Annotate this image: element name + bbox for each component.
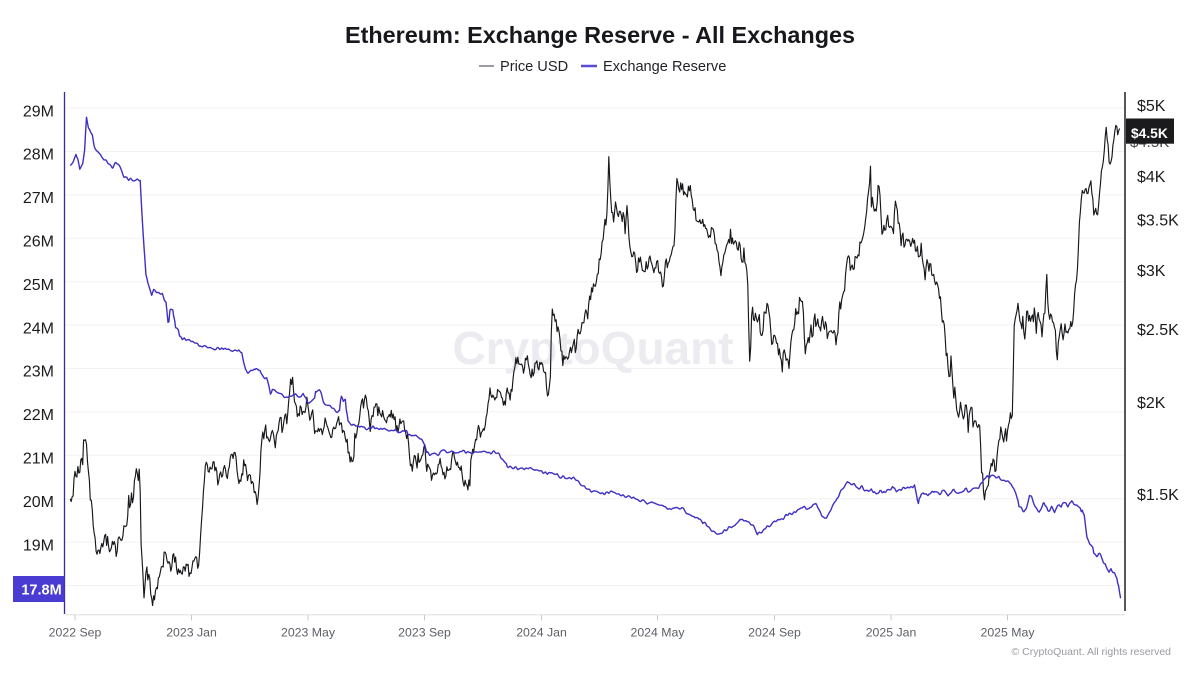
svg-text:27M: 27M [23, 190, 54, 207]
svg-text:2023 Jan: 2023 Jan [166, 626, 217, 640]
svg-text:2025 Jan: 2025 Jan [866, 626, 917, 640]
svg-text:© CryptoQuant. All rights rese: © CryptoQuant. All rights reserved [1012, 646, 1172, 658]
svg-text:24M: 24M [23, 320, 54, 337]
svg-text:Price USD: Price USD [500, 59, 568, 75]
svg-text:2024 Sep: 2024 Sep [748, 626, 801, 640]
svg-text:29M: 29M [23, 103, 54, 120]
svg-text:$3.5K: $3.5K [1137, 213, 1179, 230]
svg-text:$3K: $3K [1137, 263, 1166, 280]
svg-text:2023 May: 2023 May [281, 626, 336, 640]
svg-text:21M: 21M [23, 451, 54, 468]
svg-text:25M: 25M [23, 277, 54, 294]
svg-text:$2K: $2K [1137, 395, 1166, 412]
svg-text:2022 Sep: 2022 Sep [49, 626, 102, 640]
svg-text:26M: 26M [23, 234, 54, 251]
svg-text:Exchange Reserve: Exchange Reserve [603, 59, 726, 75]
svg-text:22M: 22M [23, 407, 54, 424]
svg-text:$5K: $5K [1137, 98, 1166, 115]
svg-text:$4K: $4K [1137, 169, 1166, 186]
svg-text:2024 Jan: 2024 Jan [516, 626, 567, 640]
svg-text:CryptoQuant: CryptoQuant [452, 322, 733, 374]
svg-text:Ethereum: Exchange Reserve - A: Ethereum: Exchange Reserve - All Exchang… [345, 22, 855, 48]
svg-text:2025 May: 2025 May [980, 626, 1035, 640]
svg-text:19M: 19M [23, 537, 54, 554]
svg-text:23M: 23M [23, 364, 54, 381]
svg-text:28M: 28M [23, 147, 54, 164]
svg-text:17.8M: 17.8M [21, 582, 61, 598]
svg-text:2024 May: 2024 May [630, 626, 685, 640]
svg-text:20M: 20M [23, 494, 54, 511]
svg-text:$2.5K: $2.5K [1137, 322, 1179, 339]
svg-text:$4.5K: $4.5K [1131, 126, 1168, 141]
svg-text:$1.5K: $1.5K [1137, 487, 1179, 504]
svg-text:2023 Sep: 2023 Sep [398, 626, 451, 640]
